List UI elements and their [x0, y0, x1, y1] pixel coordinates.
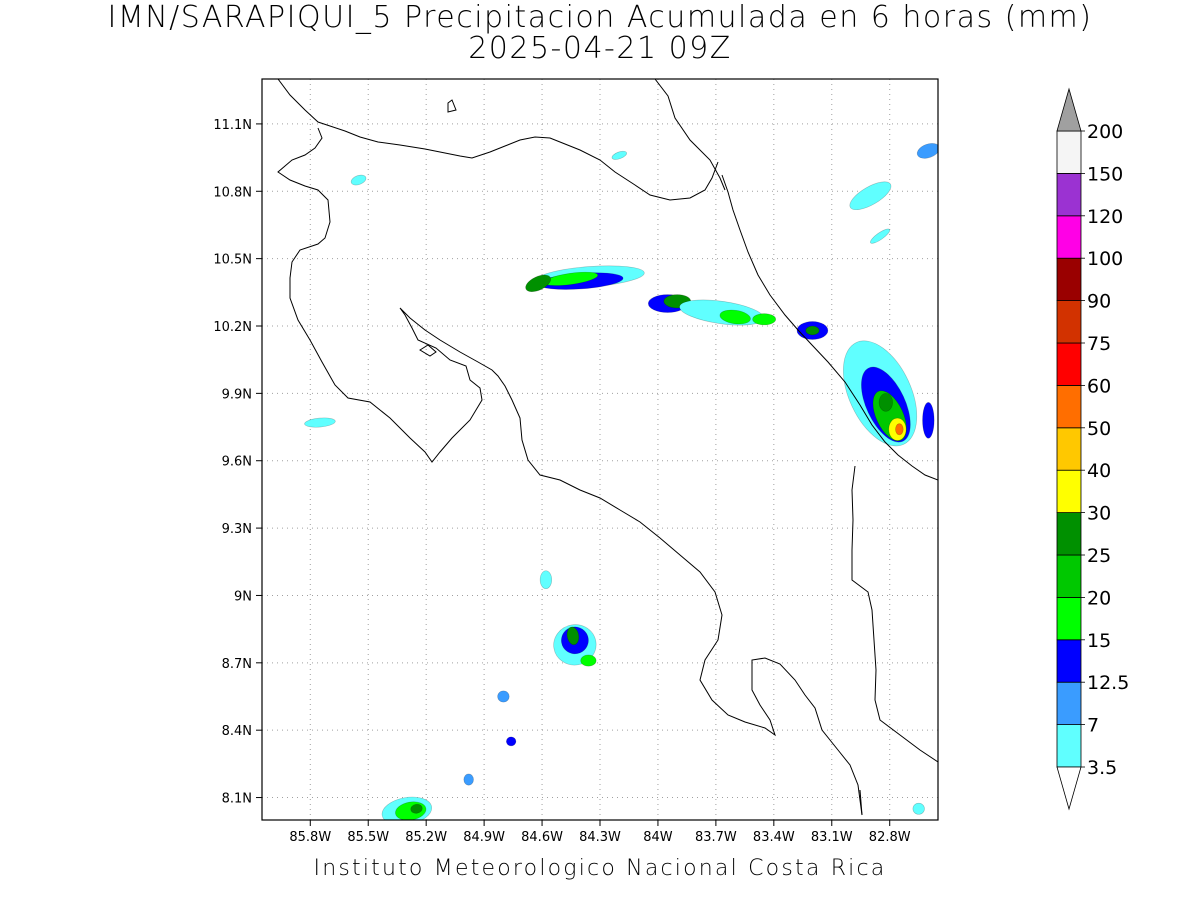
- precip-cell: [410, 803, 423, 814]
- lat-tick-label: 8.7N: [222, 657, 252, 672]
- colorbar-label: 7: [1087, 715, 1099, 737]
- colorbar-label: 12.5: [1087, 672, 1129, 694]
- colorbar-swatch: [1056, 384, 1082, 429]
- map-subtitle: 2025-04-21 09Z: [468, 31, 732, 66]
- map-axes: 11.1N 10.8N 10.5N 10.2N 9.9N 9.6N 9.3N 9N 8.7N 8.…: [213, 118, 910, 845]
- lat-tick-label: 9.3N: [222, 522, 252, 537]
- precip-cell: [525, 274, 552, 292]
- graticule-grid: [262, 79, 938, 820]
- lon-tick-label: 84.9W: [463, 830, 505, 845]
- colorbar-swatch: [1056, 300, 1082, 344]
- colorbar-swatch: [1056, 597, 1082, 641]
- precipitation-field: [304, 143, 938, 820]
- lat-tick-label: 8.1N: [222, 792, 252, 807]
- precip-cell: [912, 802, 925, 815]
- precip-cell: [849, 181, 892, 211]
- precip-cell: [304, 417, 336, 428]
- lon-tick-label: 83.4W: [753, 830, 795, 845]
- precip-cell: [805, 325, 820, 336]
- nicoya-island-outline: [419, 344, 437, 357]
- precip-cell: [878, 393, 893, 412]
- lat-tick-label: 9N: [234, 589, 252, 604]
- precip-cell: [580, 654, 597, 667]
- lat-tick-label: 9.6N: [222, 455, 252, 470]
- precip-cell: [350, 174, 367, 186]
- colorbar-label: 25: [1087, 545, 1111, 567]
- lon-tick-label: 85.5W: [347, 830, 389, 845]
- map-title: IMN/SARAPIQUI_5 Precipitacion Acumulada …: [107, 0, 1093, 35]
- precip-cell: [752, 313, 777, 326]
- colorbar-under-arrow: [1056, 766, 1082, 811]
- precip-cell: [895, 423, 904, 436]
- island-outline: [447, 99, 457, 113]
- lat-tick-label: 10.8N: [213, 185, 252, 200]
- precip-cell: [611, 150, 627, 160]
- colorbar-label: 40: [1087, 460, 1111, 482]
- caribbean-coast: [721, 174, 938, 481]
- panama-border: [851, 465, 938, 763]
- lon-tick-label: 83.7W: [695, 830, 737, 845]
- precip-cell: [539, 570, 553, 590]
- lon-tick-label: 84W: [643, 830, 673, 845]
- colorbar-label: 150: [1087, 163, 1123, 185]
- precip-cell: [506, 736, 517, 747]
- colorbar-swatch: [1056, 257, 1082, 302]
- lon-tick-label: 85.2W: [405, 830, 447, 845]
- lat-tick-label: 10.5N: [213, 253, 252, 268]
- colorbar-label: 90: [1087, 291, 1111, 313]
- footer-credit: Instituto Meteorologico Nacional Costa R…: [313, 856, 887, 881]
- precip-cell: [463, 773, 474, 786]
- lon-tick-label: 85.8W: [289, 830, 331, 845]
- colorbar-label: 20: [1087, 587, 1111, 609]
- lon-tick-label: 84.6W: [521, 830, 563, 845]
- lon-tick-label: 82.8W: [869, 830, 911, 845]
- colorbar-label: 30: [1087, 503, 1111, 525]
- lon-tick-label: 83.1W: [811, 830, 853, 845]
- colorbar-swatch: [1056, 469, 1082, 514]
- coastline-borders: [277, 79, 938, 816]
- lat-tick-label: 9.9N: [222, 387, 252, 402]
- nicaragua-east-coast: [654, 79, 726, 191]
- precip-cell: [916, 143, 938, 159]
- colorbar-swatch: [1056, 512, 1082, 556]
- colorbar-label: 3.5: [1087, 757, 1117, 779]
- lon-tick-label: 84.3W: [579, 830, 621, 845]
- colorbar-label: 60: [1087, 375, 1111, 397]
- precip-cell: [566, 626, 580, 646]
- colorbar-swatch: [1056, 639, 1082, 683]
- colorbar-swatch: [1056, 724, 1082, 768]
- colorbar-label: 120: [1087, 206, 1123, 228]
- colorbar-swatch: [1056, 681, 1082, 726]
- colorbar-label: 200: [1087, 121, 1123, 143]
- precip-cell: [719, 309, 751, 325]
- colorbar-swatch: [1056, 215, 1082, 259]
- colorbar-label: 50: [1087, 418, 1111, 440]
- pacific-coast: [277, 127, 863, 816]
- lat-tick-label: 11.1N: [213, 118, 252, 133]
- lat-tick-label: 10.2N: [213, 320, 252, 335]
- colorbar-swatch: [1056, 342, 1082, 386]
- colorbar-label: 100: [1087, 248, 1123, 270]
- colorbar-swatch: [1056, 427, 1082, 471]
- colorbar-swatch: [1056, 130, 1082, 174]
- colorbar-label: 75: [1087, 333, 1111, 355]
- colorbar-legend: 3.5 7 12.5 15 20 25 30 40 50 60 75 90 100 120 150 200: [1056, 87, 1129, 811]
- nicaragua-lake-shore: [277, 79, 719, 201]
- colorbar-swatch: [1056, 172, 1082, 217]
- precip-cell: [870, 228, 891, 244]
- colorbar-swatch: [1056, 554, 1082, 598]
- precip-cell: [497, 690, 510, 703]
- panama-coast: [859, 789, 863, 816]
- lat-tick-label: 8.4N: [222, 724, 252, 739]
- precip-cell: [922, 402, 935, 439]
- colorbar-label: 15: [1087, 630, 1111, 652]
- colorbar-over-arrow: [1056, 87, 1082, 132]
